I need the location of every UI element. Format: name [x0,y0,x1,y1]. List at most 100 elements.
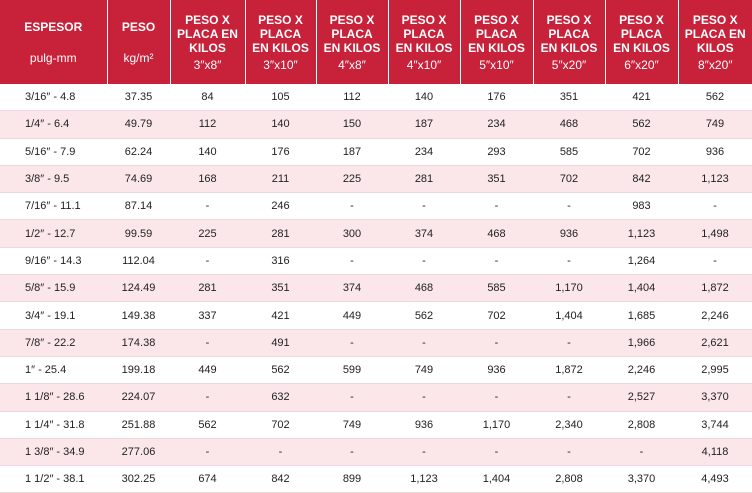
plate-weight-cell: - [533,383,605,412]
plate-weight-cell: 702 [605,138,678,166]
plate-weight-cell: 2,808 [533,465,605,493]
plate-weight-cell: 1,404 [605,274,678,303]
table-row: 1 3/8″ - 34.9 277.06- - - - - - -4,118 [0,438,752,467]
plate-weight-cell: 316 [245,247,316,276]
weight-per-m2-cell: 49.79 [107,110,170,139]
plate-weight-cell: - [388,247,460,276]
plate-weight-cell: 140 [170,138,245,166]
plate-weight-cell: 2,340 [533,411,605,439]
column-header: PESO X PLACA EN KILOS 3″x8″ [169,0,245,84]
plate-weight-cell: 562 [170,411,245,439]
weight-per-m2-cell: 74.69 [107,165,170,194]
plate-weight-cell: - [170,247,245,276]
plate-weight-cell: 140 [245,110,316,139]
weight-per-m2-cell: 199.18 [107,356,170,385]
thickness-cell: 7/8″ - 22.2 [0,329,107,357]
column-header-subtitle: 4″x8″ [338,57,366,72]
plate-weight-cell: 281 [170,274,245,303]
plate-weight-cell: 300 [316,219,388,248]
plate-weight-cell: 2,527 [605,383,678,412]
column-header-subtitle: 3″x8″ [193,57,222,72]
plate-weight-cell: 1,966 [605,329,678,357]
plate-weight-cell: 351 [533,84,605,112]
plate-weight-cell: 2,808 [605,411,678,439]
plate-weight-cell: - [388,192,460,221]
column-header-subtitle: 8″x20″ [697,57,733,72]
plate-weight-cell: - [316,383,388,412]
column-header-title: PESO X PLACA EN KILOS [252,12,309,55]
plate-weight-cell: 632 [245,383,316,412]
table-row: 1″ - 25.4 199.18 449 562 599 749 936 1,872 2,246… [0,356,752,385]
table-row: 1/4″ - 6.4 49.79 112 140 150 187 234 468 562 749 [0,110,752,139]
plate-weight-cell: 225 [316,165,388,194]
plate-weight-cell: 562 [245,356,316,385]
weight-per-m2-cell: 174.38 [107,329,170,357]
weight-per-m2-cell: 302.25 [107,465,170,493]
table-row: 1/2″ - 12.7 99.59 225 281 300 374 468 936 1,123 1… [0,219,752,248]
plate-weight-cell: 1,498 [678,219,752,248]
table-row: 3/4″ - 19.1 149.38 337 421 449 562 702 1,404 1,6… [0,301,752,330]
thickness-cell: 3/16″ - 4.8 [0,84,107,112]
thickness-cell: 1 1/2″ - 38.1 [0,465,107,493]
plate-weight-cell: - [316,247,388,276]
plate-weight-cell: 112 [316,84,388,112]
thickness-cell: 3/4″ - 19.1 [0,301,107,330]
plate-weight-cell: - [388,329,460,357]
column-header: PESO X PLACA EN KILOS 5″x20″ [532,0,605,84]
table-row: 3/8″ - 9.5 74.69 168 211 225 281 351 702 842 1,12… [0,165,752,194]
plate-weight-cell: - [316,192,388,221]
column-header-subtitle: 3″x10″ [263,57,298,72]
thickness-cell: 1 3/8″ - 34.9 [0,438,107,467]
plate-weight-cell: 599 [316,356,388,385]
weight-per-m2-cell: 124.49 [107,274,170,303]
plate-weight-cell: 1,264 [605,247,678,276]
plate-weight-cell: - [245,438,316,467]
plate-weight-cell: - [170,192,245,221]
plate-weight-cell: 936 [460,356,533,385]
plate-weight-cell: 105 [245,84,316,112]
plate-weight-cell: - [388,383,460,412]
plate-weight-cell: 468 [533,110,605,139]
plate-weight-cell: 1,170 [460,411,533,439]
table-body: 3/16″ - 4.8 37.35 84 105 112 140 176 351 421 562 1… [0,84,752,493]
plate-weight-cell: 84 [170,84,245,112]
column-header: PESO X PLACA EN KILOS 3″x10″ [244,0,316,84]
plate-weight-cell: 749 [316,411,388,439]
plate-weight-cell: - [533,438,605,467]
plate-weight-cell: 150 [316,110,388,139]
column-header: PESO X PLACA EN KILOS 6″x20″ [604,0,678,84]
table-row: 1 1/2″ - 38.1 302.25 674 842 899 1,123 1,404 2,… [0,465,752,493]
weight-per-m2-cell: 99.59 [107,219,170,248]
column-header-subtitle: 4″x10″ [406,57,442,72]
plate-weight-cell: 176 [460,84,533,112]
plate-weight-cell: 293 [460,138,533,166]
plate-weight-cell: - [316,438,388,467]
plate-weight-cell: - [170,383,245,412]
column-header: PESO X PLACA EN KILOS 5″x10″ [459,0,533,84]
plate-weight-cell: - [170,438,245,467]
plate-weight-cell: - [316,329,388,357]
plate-weight-cell: 421 [245,301,316,330]
plate-weight-cell: 562 [605,110,678,139]
plate-weight-cell: 468 [388,274,460,303]
table-row: 7/8″ - 22.2 174.38-491- - - -1,966 2,621 [0,329,752,357]
plate-weight-cell: 211 [245,165,316,194]
plate-weight-cell: 112 [170,110,245,139]
column-header-title: PESO X PLACA EN KILOS [613,12,670,55]
plate-weight-cell: 2,621 [678,329,752,357]
plate-weight-cell: 225 [170,219,245,248]
column-header-subtitle: 5″x10″ [479,57,514,72]
plate-weight-cell: 936 [533,219,605,248]
plate-weight-cell: 585 [460,274,533,303]
header-row: ESPESOR pulg-mm PESO kg/m² PESO X PLACA EN K… [0,0,752,84]
plate-weight-cell: 562 [388,301,460,330]
weight-per-m2-cell: 37.35 [107,84,170,112]
column-header-subtitle: 6″x20″ [624,57,659,72]
column-header-title: PESO X PLACA EN KILOS [540,12,598,55]
plate-weight-cell: 674 [170,465,245,493]
thickness-cell: 7/16″ - 11.1 [0,192,107,221]
plate-weight-cell: 234 [388,138,460,166]
plate-weight-cell: 842 [605,165,678,194]
column-header-title: PESO X PLACA EN KILOS [395,12,453,55]
plate-weight-cell: - [460,383,533,412]
